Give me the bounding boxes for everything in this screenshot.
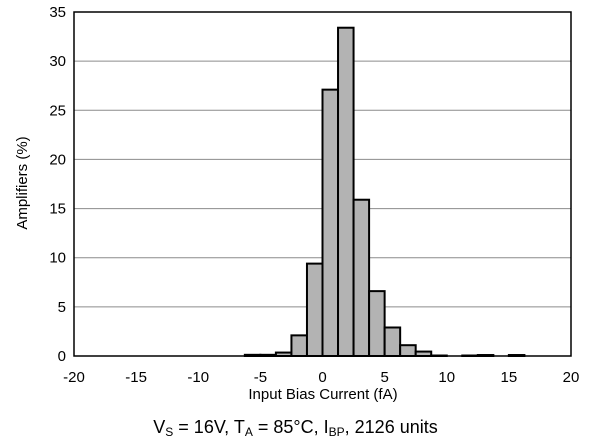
y-tick-label: 0	[58, 348, 66, 365]
histogram-bar	[399, 344, 417, 357]
x-tick-label: 5	[380, 369, 388, 386]
ambient-temperature-value: = 85°C,	[252, 417, 324, 437]
supply-voltage-subscript: S	[165, 425, 174, 439]
bias-current-subscript: BP	[328, 425, 345, 439]
x-tick-label: -20	[63, 369, 85, 386]
histogram-bar	[383, 326, 402, 357]
histogram-bar	[321, 88, 340, 357]
ambient-temperature-symbol: T	[233, 417, 245, 437]
histogram-bar	[368, 290, 386, 358]
x-tick-label: -15	[125, 369, 147, 386]
histogram-bar	[352, 198, 371, 357]
y-axis-label: Amplifiers (%)	[14, 136, 31, 229]
x-tick-label: 20	[563, 369, 580, 386]
x-tick-label: -5	[254, 369, 267, 386]
y-tick-label: 20	[49, 151, 66, 168]
y-tick-label: 15	[49, 201, 66, 218]
histogram-bar	[290, 334, 308, 357]
supply-voltage-value: = 16V,	[173, 417, 234, 437]
x-tick-label: 10	[438, 369, 455, 386]
x-tick-label: 0	[318, 369, 326, 386]
chart-caption: VS = 16V, TA = 85°C, IBP, 2126 units	[0, 416, 591, 438]
plot-frame	[73, 11, 572, 357]
y-tick-label: 35	[49, 4, 66, 21]
histogram-bar	[337, 26, 355, 358]
unit-count: , 2126 units	[344, 417, 438, 437]
y-tick-label: 5	[58, 299, 66, 316]
x-axis-label: Input Bias Current (fA)	[248, 386, 397, 403]
y-tick-label: 10	[49, 250, 66, 267]
x-axis-ticks: -20 -15 -10 -5 0 5 10 15 20	[63, 369, 579, 386]
y-tick-label: 30	[49, 53, 66, 70]
supply-voltage-symbol: V	[153, 417, 166, 437]
ambient-temperature-subscript: A	[244, 425, 253, 439]
x-tick-label: -10	[187, 369, 209, 386]
histogram-bar	[305, 262, 324, 357]
bias-current-symbol: I	[323, 417, 329, 437]
y-tick-label: 25	[49, 102, 66, 119]
x-tick-label: 15	[501, 369, 518, 386]
y-axis-ticks: 0 5 10 15 20 25 30 35	[49, 4, 66, 365]
